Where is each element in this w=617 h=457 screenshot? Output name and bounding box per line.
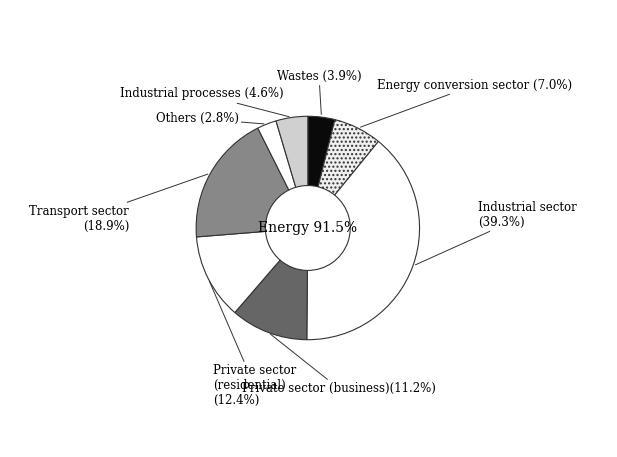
- Wedge shape: [258, 121, 296, 190]
- Text: Private sector
(residential)
(12.4%): Private sector (residential) (12.4%): [209, 281, 296, 407]
- Text: Industrial sector
(39.3%): Industrial sector (39.3%): [415, 201, 576, 265]
- Text: Energy 91.5%: Energy 91.5%: [259, 221, 357, 235]
- Text: Transport sector
(18.9%): Transport sector (18.9%): [30, 174, 208, 233]
- Wedge shape: [235, 260, 307, 340]
- Wedge shape: [276, 116, 308, 187]
- Text: Energy conversion sector (7.0%): Energy conversion sector (7.0%): [360, 79, 572, 127]
- Wedge shape: [196, 128, 289, 237]
- Text: Wastes (3.9%): Wastes (3.9%): [276, 70, 362, 114]
- Text: Industrial processes (4.6%): Industrial processes (4.6%): [120, 87, 289, 117]
- Text: Private sector (business)(11.2%): Private sector (business)(11.2%): [242, 334, 436, 395]
- Text: Others (2.8%): Others (2.8%): [155, 112, 264, 125]
- Wedge shape: [308, 116, 335, 187]
- Wedge shape: [307, 141, 420, 340]
- Wedge shape: [318, 120, 378, 195]
- Wedge shape: [196, 231, 280, 313]
